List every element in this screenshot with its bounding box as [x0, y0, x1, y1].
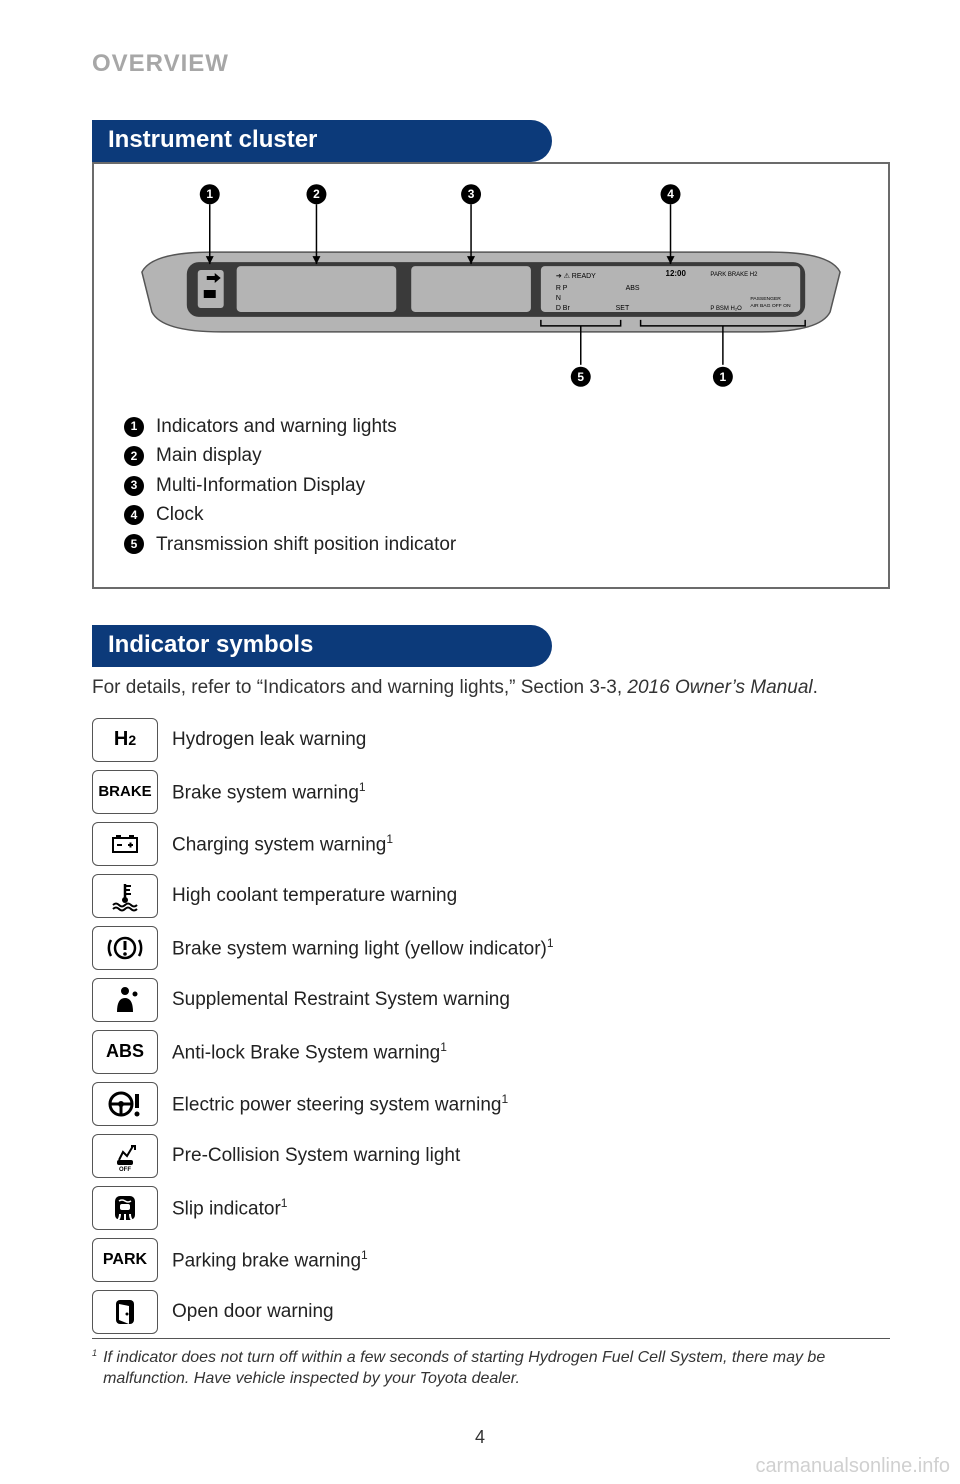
svg-text:1: 1: [720, 370, 727, 384]
intro-italic: 2016 Owner’s Manual: [627, 677, 812, 698]
airbag-icon: [92, 978, 158, 1022]
page-number: 4: [0, 1427, 960, 1448]
legend-text: Main display: [156, 441, 262, 470]
legend-row: 2 Main display: [124, 441, 870, 470]
coolant-icon: [92, 874, 158, 918]
park-icon: PARK: [92, 1238, 158, 1282]
svg-text:D Br: D Br: [556, 305, 571, 312]
symbol-row: High coolant temperature warning: [92, 870, 890, 922]
number-badge-icon: 1: [124, 417, 144, 437]
svg-text:5: 5: [577, 370, 584, 384]
legend-row: 1 Indicators and warning lights: [124, 412, 870, 441]
watermark: carmanualsonline.info: [755, 1455, 950, 1478]
svg-text:OFF: OFF: [119, 1167, 131, 1172]
symbol-label: Charging system warning1: [172, 832, 393, 856]
svg-text:N: N: [556, 295, 561, 302]
symbol-label: Open door warning: [172, 1301, 334, 1323]
section-title-indicators: Indicator symbols: [92, 625, 552, 667]
symbol-label: Brake system warning light (yellow indic…: [172, 936, 554, 960]
svg-text:PASSENGER: PASSENGER: [750, 296, 781, 302]
symbol-row: Supplemental Restraint System warning: [92, 974, 890, 1026]
legend-row: 3 Multi-Information Display: [124, 471, 870, 500]
symbol-label: Brake system warning1: [172, 780, 366, 804]
h2-icon: H2: [92, 718, 158, 762]
section-title-cluster: Instrument cluster: [92, 120, 552, 162]
svg-text:4: 4: [667, 187, 674, 201]
svg-text:12:00: 12:00: [666, 269, 687, 278]
legend-text: Multi-Information Display: [156, 471, 365, 500]
indicator-intro: For details, refer to “Indicators and wa…: [92, 675, 890, 702]
steering-icon: [92, 1082, 158, 1126]
symbol-row: ABS Anti-lock Brake System warning1: [92, 1026, 890, 1078]
legend-text: Transmission shift position indicator: [156, 530, 456, 559]
symbol-row: BRAKE Brake system warning1: [92, 766, 890, 818]
footnote: 1 If indicator does not turn off within …: [92, 1347, 890, 1390]
number-badge-icon: 3: [124, 476, 144, 496]
symbol-row: Slip indicator1: [92, 1182, 890, 1234]
svg-text:ABS: ABS: [626, 285, 640, 292]
symbol-row: Open door warning: [92, 1286, 890, 1338]
svg-text:1: 1: [206, 187, 213, 201]
symbol-row: PARK Parking brake warning1: [92, 1234, 890, 1286]
battery-icon: [92, 822, 158, 866]
pcs-icon: OFF: [92, 1134, 158, 1178]
footnote-text: If indicator does not turn off within a …: [103, 1347, 890, 1390]
cluster-diagram: ➔ ⚠ READY R P N D Br ABS SET 12:00 PARK …: [112, 182, 870, 402]
svg-text:R P: R P: [556, 285, 568, 292]
symbol-row: H2 Hydrogen leak warning: [92, 714, 890, 766]
svg-text:SET: SET: [616, 305, 630, 312]
brake-icon: BRAKE: [92, 770, 158, 814]
symbol-label: Pre-Collision System warning light: [172, 1145, 460, 1167]
symbol-label: Supplemental Restraint System warning: [172, 989, 510, 1011]
symbol-label: Electric power steering system warning1: [172, 1092, 508, 1116]
symbol-label: Hydrogen leak warning: [172, 729, 366, 751]
svg-text:P BSM H₂O: P BSM H₂O: [710, 306, 742, 312]
symbol-label: Slip indicator1: [172, 1196, 287, 1220]
number-badge-icon: 2: [124, 446, 144, 466]
symbol-row: Charging system warning1: [92, 818, 890, 870]
legend-row: 5 Transmission shift position indicator: [124, 530, 870, 559]
number-badge-icon: 4: [124, 505, 144, 525]
slip-icon: [92, 1186, 158, 1230]
legend-text: Clock: [156, 500, 204, 529]
symbol-row: Brake system warning light (yellow indic…: [92, 922, 890, 974]
legend-text: Indicators and warning lights: [156, 412, 397, 441]
abs-icon: ABS: [92, 1030, 158, 1074]
intro-suffix: .: [813, 677, 818, 698]
svg-text:PARK BRAKE H2: PARK BRAKE H2: [710, 272, 758, 278]
circle_excl-icon: [92, 926, 158, 970]
page-header: OVERVIEW: [92, 50, 890, 78]
svg-text:AIR BAG OFF ON: AIR BAG OFF ON: [750, 303, 791, 309]
cluster-box: ➔ ⚠ READY R P N D Br ABS SET 12:00 PARK …: [92, 162, 890, 589]
symbol-row: Electric power steering system warning1: [92, 1078, 890, 1130]
svg-text:2: 2: [313, 187, 320, 201]
door-icon: [92, 1290, 158, 1334]
cluster-legend: 1 Indicators and warning lights 2 Main disp…: [124, 412, 870, 559]
symbol-label: Anti-lock Brake System warning1: [172, 1040, 447, 1064]
svg-text:➔ ⚠ READY: ➔ ⚠ READY: [556, 272, 596, 280]
legend-row: 4 Clock: [124, 500, 870, 529]
number-badge-icon: 5: [124, 534, 144, 554]
footnote-num: 1: [92, 1347, 97, 1390]
symbol-row: OFF Pre-Collision System warning light: [92, 1130, 890, 1182]
intro-prefix: For details, refer to “Indicators and wa…: [92, 677, 627, 698]
symbol-label: High coolant temperature warning: [172, 885, 457, 907]
svg-text:3: 3: [468, 187, 475, 201]
symbol-grid: H2 Hydrogen leak warning BRAKE Brake system…: [92, 714, 890, 1339]
symbol-label: Parking brake warning1: [172, 1248, 368, 1272]
